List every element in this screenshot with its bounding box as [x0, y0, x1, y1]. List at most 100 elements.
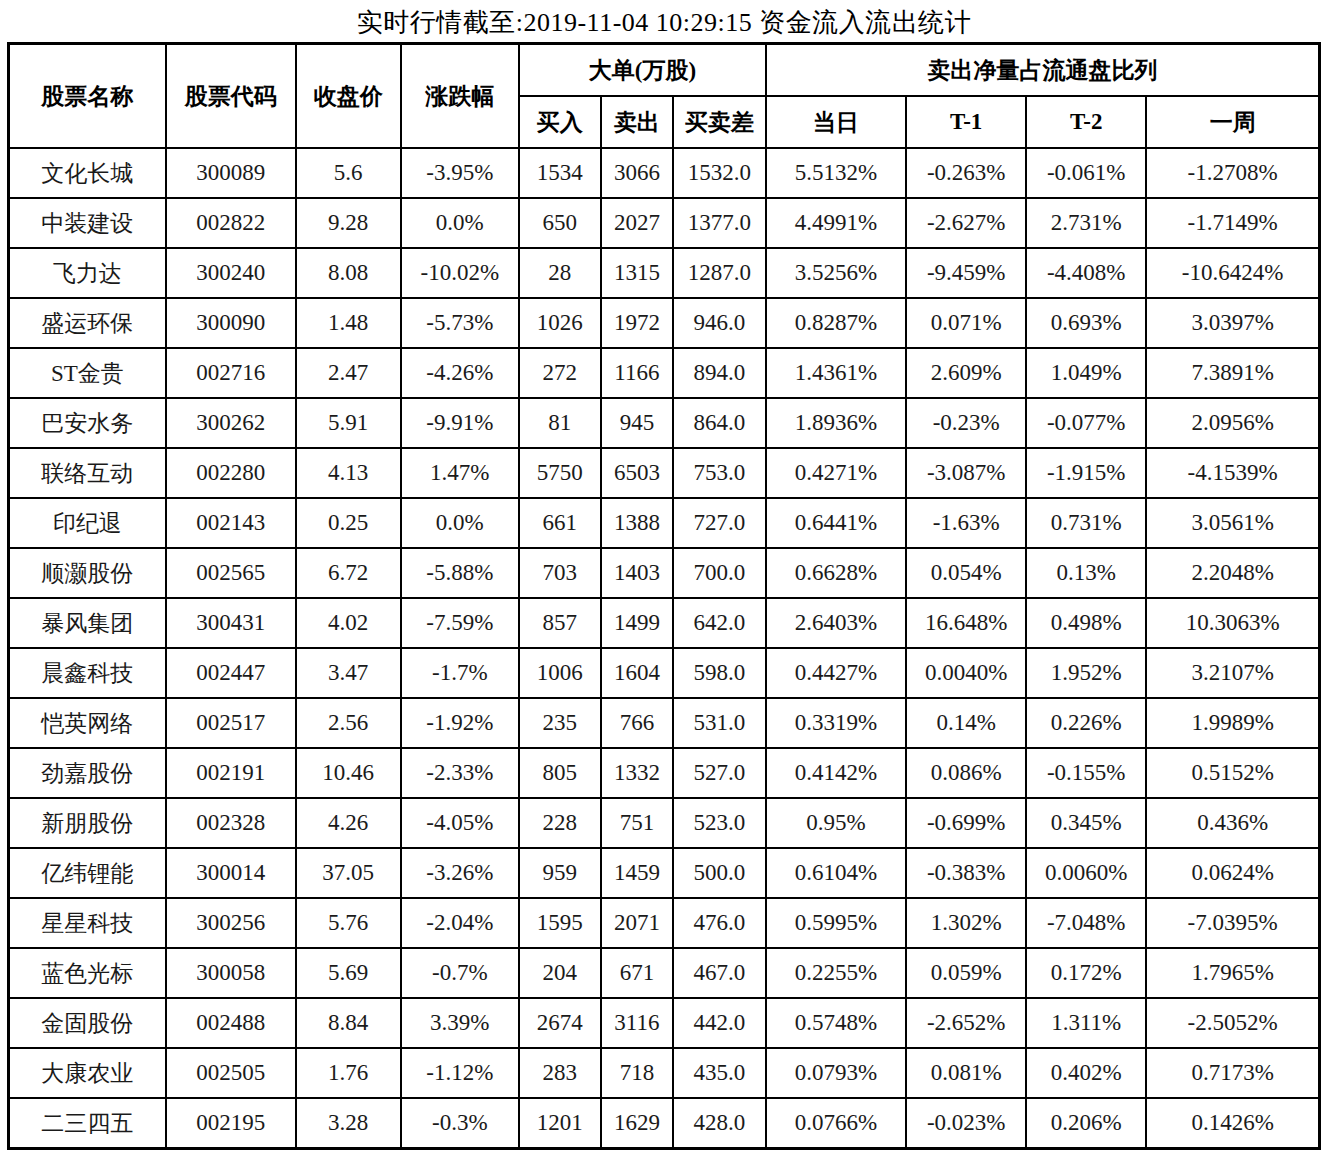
cell-week: -1.2708% [1146, 148, 1319, 198]
cell-stock-code: 300058 [166, 948, 296, 998]
cell-buy-sell-diff: 428.0 [673, 1098, 766, 1149]
page-title: 实时行情截至:2019-11-04 10:29:15 资金流入流出统计 [0, 0, 1328, 40]
cell-sell: 1332 [601, 748, 673, 798]
cell-stock-name: 金固股份 [9, 998, 166, 1048]
cell-stock-name: 劲嘉股份 [9, 748, 166, 798]
cell-t-2: 1.049% [1026, 348, 1146, 398]
table-row: 二三四五0021953.28-0.3%12011629428.00.0766%-… [9, 1098, 1320, 1149]
cell-t-2: -0.155% [1026, 748, 1146, 798]
cell-sell: 2071 [601, 898, 673, 948]
cell-buy: 650 [519, 198, 601, 248]
cell-sell: 1604 [601, 648, 673, 698]
cell-buy-sell-diff: 523.0 [673, 798, 766, 848]
header-row-groups: 股票名称 股票代码 收盘价 涨跌幅 大单(万股) 卖出净量占流通盘比列 [9, 44, 1320, 97]
cell-day: 1.8936% [766, 398, 906, 448]
cell-sell: 1315 [601, 248, 673, 298]
cell-stock-code: 002517 [166, 698, 296, 748]
cell-change-pct: -1.7% [401, 648, 519, 698]
cell-buy-sell-diff: 1532.0 [673, 148, 766, 198]
cell-sell: 2027 [601, 198, 673, 248]
stock-flow-table: 股票名称 股票代码 收盘价 涨跌幅 大单(万股) 卖出净量占流通盘比列 买入 卖… [7, 42, 1321, 1150]
cell-sell: 3066 [601, 148, 673, 198]
cell-change-pct: -1.92% [401, 698, 519, 748]
cell-sell: 1166 [601, 348, 673, 398]
cell-stock-code: 300431 [166, 598, 296, 648]
cell-close-price: 8.08 [296, 248, 401, 298]
cell-day: 0.6628% [766, 548, 906, 598]
table-row: 顺灏股份0025656.72-5.88%7031403700.00.6628%0… [9, 548, 1320, 598]
cell-stock-code: 300262 [166, 398, 296, 448]
cell-close-price: 4.26 [296, 798, 401, 848]
table-row: 晨鑫科技0024473.47-1.7%10061604598.00.4427%0… [9, 648, 1320, 698]
cell-close-price: 2.56 [296, 698, 401, 748]
table-body: 文化长城3000895.6-3.95%153430661532.05.5132%… [9, 148, 1320, 1149]
cell-buy: 204 [519, 948, 601, 998]
cell-stock-code: 002488 [166, 998, 296, 1048]
cell-day: 0.2255% [766, 948, 906, 998]
table-row: 蓝色光标3000585.69-0.7%204671467.00.2255%0.0… [9, 948, 1320, 998]
cell-t-1: 0.071% [906, 298, 1026, 348]
cell-close-price: 2.47 [296, 348, 401, 398]
cell-change-pct: -0.7% [401, 948, 519, 998]
table-row: 劲嘉股份00219110.46-2.33%8051332527.00.4142%… [9, 748, 1320, 798]
cell-day: 5.5132% [766, 148, 906, 198]
cell-t-2: 0.498% [1026, 598, 1146, 648]
cell-change-pct: 0.0% [401, 498, 519, 548]
cell-sell: 671 [601, 948, 673, 998]
cell-stock-name: 联络互动 [9, 448, 166, 498]
cell-day: 0.6441% [766, 498, 906, 548]
cell-t-2: 0.402% [1026, 1048, 1146, 1098]
header-t-1: T-1 [906, 96, 1026, 148]
cell-buy: 959 [519, 848, 601, 898]
cell-t-2: 0.172% [1026, 948, 1146, 998]
cell-change-pct: -9.91% [401, 398, 519, 448]
cell-buy-sell-diff: 946.0 [673, 298, 766, 348]
cell-sell: 718 [601, 1048, 673, 1098]
cell-t-2: 0.693% [1026, 298, 1146, 348]
cell-buy-sell-diff: 894.0 [673, 348, 766, 398]
cell-stock-code: 300256 [166, 898, 296, 948]
cell-t-1: -0.23% [906, 398, 1026, 448]
cell-day: 0.4142% [766, 748, 906, 798]
cell-day: 0.0793% [766, 1048, 906, 1098]
cell-stock-code: 002505 [166, 1048, 296, 1098]
cell-t-2: -4.408% [1026, 248, 1146, 298]
cell-buy-sell-diff: 700.0 [673, 548, 766, 598]
cell-t-1: -1.63% [906, 498, 1026, 548]
cell-week: 0.436% [1146, 798, 1319, 848]
cell-week: 1.7965% [1146, 948, 1319, 998]
cell-t-2: -0.061% [1026, 148, 1146, 198]
cell-week: -7.0395% [1146, 898, 1319, 948]
cell-stock-code: 002143 [166, 498, 296, 548]
cell-stock-code: 002822 [166, 198, 296, 248]
cell-t-1: -0.023% [906, 1098, 1026, 1149]
cell-stock-code: 002328 [166, 798, 296, 848]
header-stock-name: 股票名称 [9, 44, 166, 149]
cell-stock-name: 盛运环保 [9, 298, 166, 348]
cell-buy-sell-diff: 442.0 [673, 998, 766, 1048]
cell-t-1: 0.086% [906, 748, 1026, 798]
table-row: 联络互动0022804.131.47%57506503753.00.4271%-… [9, 448, 1320, 498]
table-row: ST金贵0027162.47-4.26%2721166894.01.4361%2… [9, 348, 1320, 398]
cell-t-2: 0.731% [1026, 498, 1146, 548]
cell-close-price: 4.13 [296, 448, 401, 498]
cell-t-1: 1.302% [906, 898, 1026, 948]
cell-buy-sell-diff: 531.0 [673, 698, 766, 748]
table-row: 飞力达3002408.08-10.02%2813151287.03.5256%-… [9, 248, 1320, 298]
cell-stock-name: 巴安水务 [9, 398, 166, 448]
cell-buy-sell-diff: 864.0 [673, 398, 766, 448]
table-row: 盛运环保3000901.48-5.73%10261972946.00.8287%… [9, 298, 1320, 348]
cell-t-1: 2.609% [906, 348, 1026, 398]
cell-change-pct: -3.26% [401, 848, 519, 898]
table-row: 大康农业0025051.76-1.12%283718435.00.0793%0.… [9, 1048, 1320, 1098]
cell-buy-sell-diff: 753.0 [673, 448, 766, 498]
cell-buy-sell-diff: 727.0 [673, 498, 766, 548]
cell-buy: 857 [519, 598, 601, 648]
cell-buy: 81 [519, 398, 601, 448]
cell-stock-code: 002280 [166, 448, 296, 498]
cell-close-price: 4.02 [296, 598, 401, 648]
cell-stock-code: 300090 [166, 298, 296, 348]
header-week: 一周 [1146, 96, 1319, 148]
cell-t-2: 2.731% [1026, 198, 1146, 248]
cell-buy: 661 [519, 498, 601, 548]
